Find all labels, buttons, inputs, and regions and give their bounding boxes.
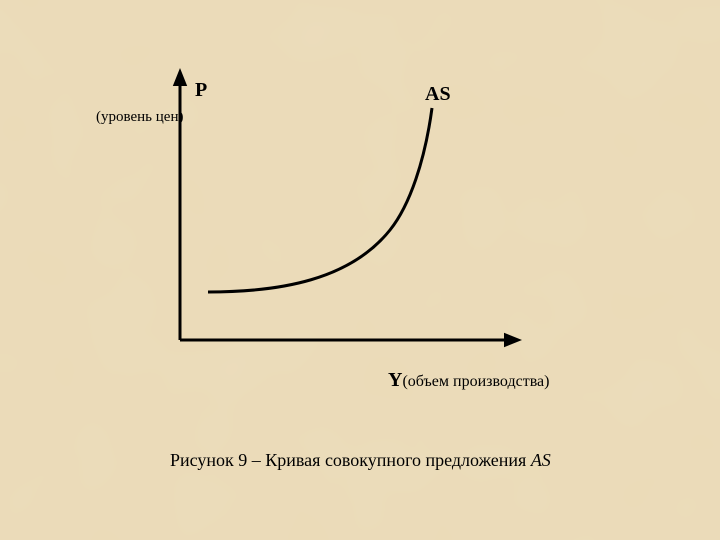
figure-caption: Рисунок 9 – Кривая совокупного предложен… <box>170 450 551 472</box>
caption-italic: AS <box>531 450 551 470</box>
x-axis-label-sub: (объем производства) <box>402 373 549 390</box>
x-axis-label-main: Y <box>388 369 402 391</box>
caption-prefix: Рисунок 9 – Кривая совокупного предложен… <box>170 450 531 470</box>
x-axis-label: Y(объем производства) <box>388 368 549 392</box>
curve-label: AS <box>425 82 451 106</box>
y-axis-arrowhead <box>173 68 187 86</box>
y-axis-label-sub: (уровень цен) <box>96 108 186 126</box>
y-axis-label-main: P <box>195 78 207 102</box>
as-curve <box>208 108 432 292</box>
x-axis-arrowhead <box>504 333 522 347</box>
